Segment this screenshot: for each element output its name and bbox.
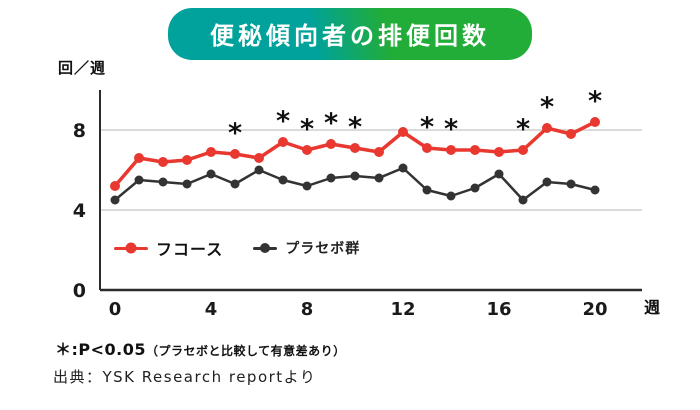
chart-legend: フコース プラセボ群 <box>114 236 360 260</box>
svg-text:*: * <box>276 106 290 137</box>
y-axis-title: 回／週 <box>58 59 107 77</box>
svg-text:0: 0 <box>109 299 122 320</box>
legend-label-placebo: プラセボ群 <box>285 241 361 257</box>
svg-text:*: * <box>324 108 338 139</box>
significance-detail: （プラセボと比較して有意差あり） <box>146 344 346 358</box>
significance-threshold: ＊:P<0.05 <box>55 340 147 359</box>
svg-text:12: 12 <box>390 299 415 320</box>
svg-text:4: 4 <box>205 299 218 320</box>
svg-text:*: * <box>588 86 602 117</box>
significance-footnote: ＊:P<0.05（プラセボと比較して有意差あり） <box>55 336 346 360</box>
source-footnote: 出典：YSK Research reportより <box>53 368 317 386</box>
svg-text:*: * <box>516 114 530 145</box>
line-chart: 0 4 8 0 4 8 12 16 20 * * * * * * * * * * <box>73 86 642 320</box>
svg-text:*: * <box>540 92 554 123</box>
chart-title: 便秘傾向者の排便回数 <box>210 22 490 50</box>
svg-text:*: * <box>300 114 314 145</box>
svg-text:0: 0 <box>73 280 86 302</box>
svg-text:8: 8 <box>73 120 86 142</box>
legend-item-placebo: プラセボ群 <box>253 238 360 258</box>
legend-label-fucose: フコース <box>156 240 224 259</box>
x-axis-title: 週 <box>644 298 661 317</box>
placebo-line-marker-icon <box>253 242 278 254</box>
legend-item-fucose: フコース <box>114 236 223 260</box>
svg-text:4: 4 <box>73 200 86 222</box>
chart-title-banner: 便秘傾向者の排便回数 <box>168 8 532 60</box>
fucose-line-marker-icon <box>114 242 148 254</box>
svg-text:20: 20 <box>582 299 607 320</box>
svg-text:8: 8 <box>301 299 314 320</box>
svg-text:*: * <box>348 112 362 143</box>
svg-text:*: * <box>228 118 242 149</box>
svg-text:*: * <box>444 114 458 145</box>
svg-text:*: * <box>420 112 434 143</box>
svg-text:16: 16 <box>486 299 511 320</box>
